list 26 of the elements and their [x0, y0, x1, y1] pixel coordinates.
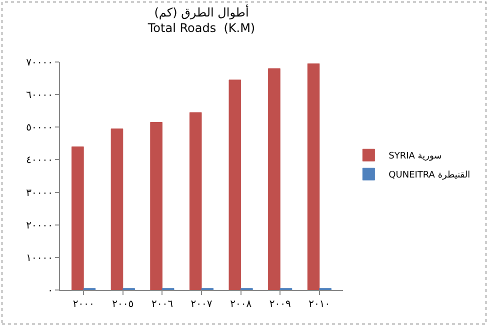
chart-title: أطوال الطرق (كم): [154, 4, 249, 20]
x-tick-label: ٢٠١٠: [308, 299, 330, 310]
y-tick-label: ٣٠٠٠٠: [26, 188, 53, 199]
bar: [268, 68, 280, 290]
bar: [228, 80, 242, 290]
bar: [307, 63, 320, 290]
legend-label: QUNEITRA القنيطرة: [388, 170, 470, 181]
y-tick-label: ٥٠٠٠٠: [26, 122, 53, 134]
bar: [110, 128, 124, 290]
y-tick-label: ١٠٠٠٠: [26, 252, 53, 264]
x-tick-label: ٢٠٠٥: [112, 299, 134, 310]
x-tick-label: ٢٠٠٩: [269, 299, 291, 310]
y-tick-label: ٢٠٠٠٠: [26, 220, 53, 232]
x-tick-label: ٢٠٠٨: [230, 299, 252, 310]
chart-subtitle: Total Roads (K.M): [146, 20, 256, 35]
x-tick-label: ٢٠٠٧: [190, 299, 213, 310]
x-tick-label: ٢٠٠٦: [151, 299, 173, 310]
y-tick-label: ٤٠٠٠٠: [26, 155, 53, 166]
bar: [72, 146, 84, 290]
bar: [189, 112, 202, 290]
bar: [150, 122, 162, 290]
y-tick-label: ٦٠٠٠٠: [26, 90, 53, 102]
legend-label: SYRIA سورية: [388, 152, 442, 162]
y-tick-label: ٠: [48, 286, 53, 296]
x-tick-label: ٢٠٠٠: [72, 299, 94, 310]
y-tick-label: ٧٠٠٠٠: [26, 58, 53, 68]
